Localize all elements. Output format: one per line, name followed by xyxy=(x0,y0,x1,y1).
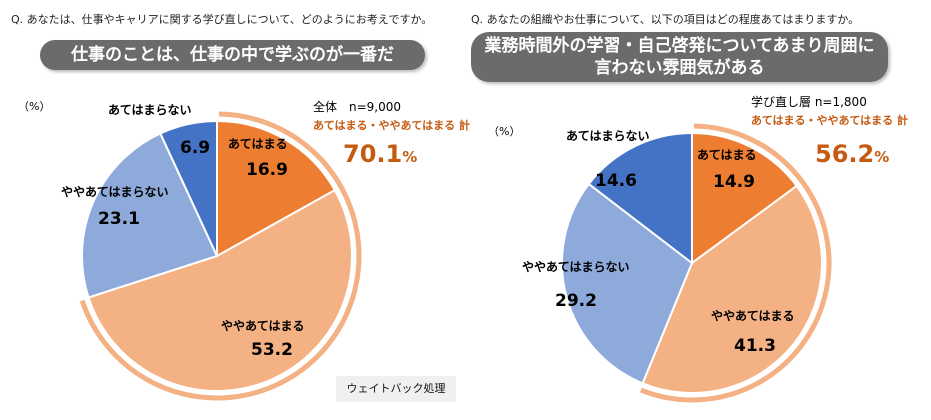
question-text: Q. あなたは、仕事やキャリアに関する学び直しについて、どのようにお考えですか。 xyxy=(11,13,433,26)
slice-label: ややあてはまる xyxy=(221,319,305,333)
slice-label: あてはまらない xyxy=(108,103,192,117)
highlight-ring xyxy=(79,111,362,401)
pie-slice xyxy=(561,182,694,385)
slice-label: あてはまる xyxy=(228,137,288,151)
slice-value: 6.9 xyxy=(180,138,210,158)
chart-title-banner: 仕事のことは、仕事の中で学ぶのが一番だ xyxy=(40,40,425,70)
slice-value: 53.2 xyxy=(251,340,293,360)
slice-value: 29.2 xyxy=(555,291,597,311)
sum-label: あてはまる・ややあてはまる 計 xyxy=(751,114,908,127)
banner-line-1: 業務時間外の学習・自己啓発についてあまり周囲に xyxy=(484,36,875,56)
total-percentage: 56.2% xyxy=(815,140,890,168)
pie-slice xyxy=(159,119,218,257)
sample-size-label: 学び直し層 n=1,800 xyxy=(751,95,867,109)
pie-slice xyxy=(691,131,799,265)
slice-value: 41.3 xyxy=(734,336,776,356)
right-chart-panel: Q. あなたの組織やお仕事について、以下の項目はどの程度あてはまりますか。 業務… xyxy=(470,0,931,420)
pie-chart-left: あてはまる 16.9 ややあてはまる 53.2 ややあてはまらない 23.1 あてはまらない… xyxy=(61,103,362,401)
pie-slice xyxy=(87,188,353,392)
highlight-ring xyxy=(639,123,832,403)
question-text: Q. あなたの組織やお仕事について、以下の項目はどの程度あてはまりますか。 xyxy=(471,13,860,26)
slice-value: 14.6 xyxy=(595,171,637,191)
unit-label: （%） xyxy=(18,100,51,113)
slice-value: 14.9 xyxy=(713,172,755,192)
pie-chart-right: あてはまる 14.9 ややあてはまる 41.3 ややあてはまらない 29.2 あてはまらない… xyxy=(522,123,832,403)
slice-value: 16.9 xyxy=(246,160,288,180)
unit-label: （%） xyxy=(488,125,521,138)
banner-line-2: 言わない雰囲気がある xyxy=(594,58,765,78)
slice-label: ややあてはまらない xyxy=(61,185,169,199)
pie-slice xyxy=(587,131,693,266)
pie-slice xyxy=(216,119,337,258)
sample-size-label: 全体 n=9,000 xyxy=(313,100,402,114)
slice-label: あてはまる xyxy=(697,148,757,162)
left-chart-panel: Q. あなたは、仕事やキャリアに関する学び直しについて、どのようにお考えですか。… xyxy=(11,13,470,402)
chart-title-banner: 業務時間外の学習・自己啓発についてあまり周囲に 言わない雰囲気がある xyxy=(471,32,888,82)
slice-label: ややあてはまらない xyxy=(522,260,630,274)
pie-slice xyxy=(641,184,823,394)
pie-slice xyxy=(81,132,219,299)
slice-label: ややあてはまる xyxy=(711,309,795,323)
slice-value: 23.1 xyxy=(98,209,140,229)
weighting-note: ウェイトバック処理 xyxy=(336,376,456,402)
slice-label: あてはまらない xyxy=(566,129,650,143)
total-percentage: 70.1% xyxy=(343,140,418,168)
sum-label: あてはまる・ややあてはまる 計 xyxy=(313,119,470,132)
